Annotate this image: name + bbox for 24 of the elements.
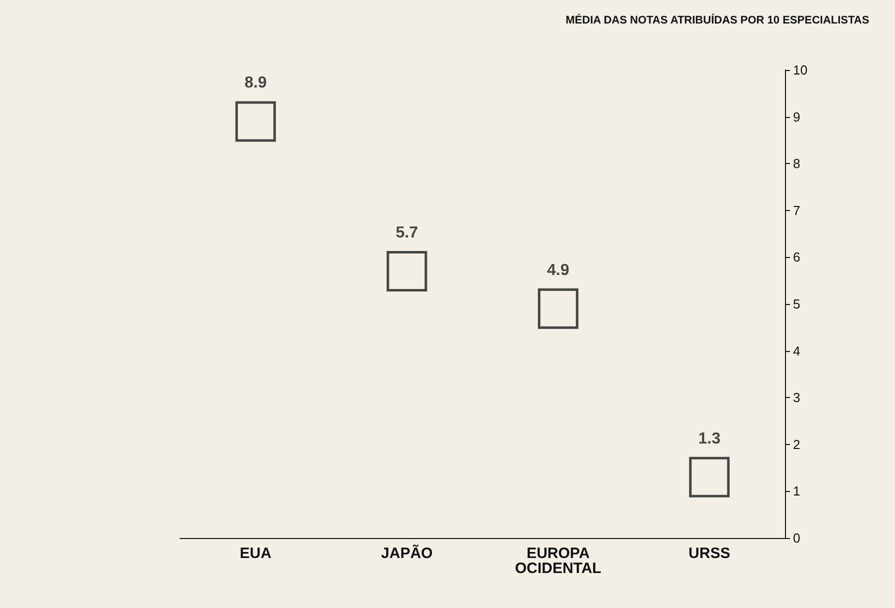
x-tick-label: URSS — [688, 545, 730, 562]
y-tick-label: 1 — [793, 484, 800, 499]
point — [538, 288, 578, 329]
y-tick-label: 5 — [793, 296, 800, 312]
y-tick-label: 3 — [793, 390, 800, 406]
data-label: 4.9 — [547, 262, 570, 279]
data-label: 5.7 — [396, 224, 418, 242]
y-tick-label: 8 — [793, 156, 800, 172]
y-tick-label: 9 — [793, 109, 800, 124]
y-tick-label: 0 — [793, 530, 800, 546]
chart-title: MÉDIA DAS NOTAS ATRIBUÍDAS POR 10 ESPECIALISTAS — [566, 14, 870, 26]
y-tick-label: 2 — [793, 436, 800, 452]
point — [689, 456, 730, 498]
x-tick-label: EUROPA OCIDENTAL — [514, 545, 602, 577]
x-tick-label: EUA — [240, 545, 272, 562]
data-label: 8.9 — [244, 74, 267, 92]
y-tick-label: 4 — [793, 343, 800, 358]
point — [386, 250, 428, 292]
point — [235, 101, 276, 142]
y-tick-label: 7 — [793, 202, 800, 218]
y-tick-label: 10 — [793, 62, 808, 78]
y-tick-label: 6 — [793, 250, 800, 265]
data-label: 1.3 — [698, 430, 721, 448]
x-tick-label: JAPÃO — [381, 544, 434, 562]
